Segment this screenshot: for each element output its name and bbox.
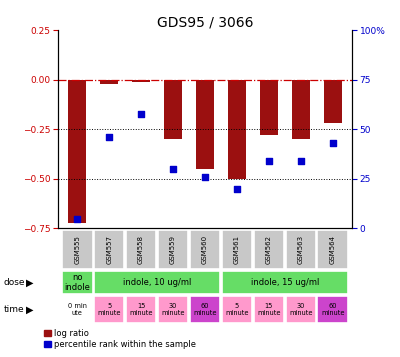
Text: GSM562: GSM562	[266, 235, 272, 264]
Bar	[126, 296, 156, 323]
Text: 30
minute: 30 minute	[289, 303, 313, 316]
Text: 60
minute: 60 minute	[321, 303, 344, 316]
Bar	[254, 230, 284, 269]
Bar	[62, 230, 92, 269]
Bar	[68, 80, 86, 222]
Bar	[94, 230, 124, 269]
Bar	[158, 296, 188, 323]
Bar	[62, 271, 92, 293]
Title: GDS95 / 3066: GDS95 / 3066	[157, 15, 253, 29]
Text: time: time	[4, 305, 25, 314]
Text: ▶: ▶	[26, 277, 34, 287]
Bar	[222, 296, 252, 323]
Point	[298, 158, 304, 164]
Text: GSM563: GSM563	[298, 235, 304, 264]
Bar	[222, 230, 252, 269]
Bar	[164, 80, 182, 139]
Legend: log ratio, percentile rank within the sample: log ratio, percentile rank within the sa…	[44, 329, 196, 349]
Point	[138, 111, 144, 116]
Text: 60
minute: 60 minute	[193, 303, 217, 316]
Bar	[196, 80, 214, 169]
Bar	[100, 80, 118, 84]
Bar	[286, 230, 316, 269]
Text: indole, 15 ug/ml: indole, 15 ug/ml	[251, 278, 319, 287]
Text: GSM559: GSM559	[170, 235, 176, 264]
Point	[202, 174, 208, 180]
Text: 15
minute: 15 minute	[129, 303, 153, 316]
Text: GSM557: GSM557	[106, 235, 112, 264]
Bar	[132, 80, 150, 82]
Text: dose: dose	[4, 278, 26, 287]
Bar	[222, 271, 348, 293]
Bar	[62, 296, 92, 323]
Bar	[94, 271, 220, 293]
Point	[74, 216, 80, 221]
Bar	[254, 296, 284, 323]
Text: indole, 10 ug/ml: indole, 10 ug/ml	[123, 278, 191, 287]
Text: 5
minute: 5 minute	[225, 303, 249, 316]
Text: GSM561: GSM561	[234, 235, 240, 264]
Point	[106, 135, 112, 140]
Text: GSM558: GSM558	[138, 235, 144, 264]
Text: GSM560: GSM560	[202, 235, 208, 264]
Text: 5
minute: 5 minute	[97, 303, 121, 316]
Text: GSM555: GSM555	[74, 235, 80, 264]
Bar	[318, 230, 348, 269]
Bar	[94, 296, 124, 323]
Point	[234, 186, 240, 192]
Bar	[292, 80, 310, 139]
Text: GSM564: GSM564	[330, 235, 336, 264]
Bar	[228, 80, 246, 179]
Text: no
indole: no indole	[64, 273, 90, 292]
Text: 30
minute: 30 minute	[161, 303, 185, 316]
Text: 0 min
ute: 0 min ute	[68, 303, 87, 316]
Text: ▶: ▶	[26, 305, 34, 315]
Text: 15
minute: 15 minute	[257, 303, 281, 316]
Point	[170, 166, 176, 172]
Bar	[286, 296, 316, 323]
Bar	[318, 296, 348, 323]
Bar	[190, 296, 220, 323]
Point	[266, 158, 272, 164]
Point	[330, 140, 336, 146]
Bar	[158, 230, 188, 269]
Bar	[260, 80, 278, 135]
Bar	[126, 230, 156, 269]
Bar	[190, 230, 220, 269]
Bar	[324, 80, 342, 124]
